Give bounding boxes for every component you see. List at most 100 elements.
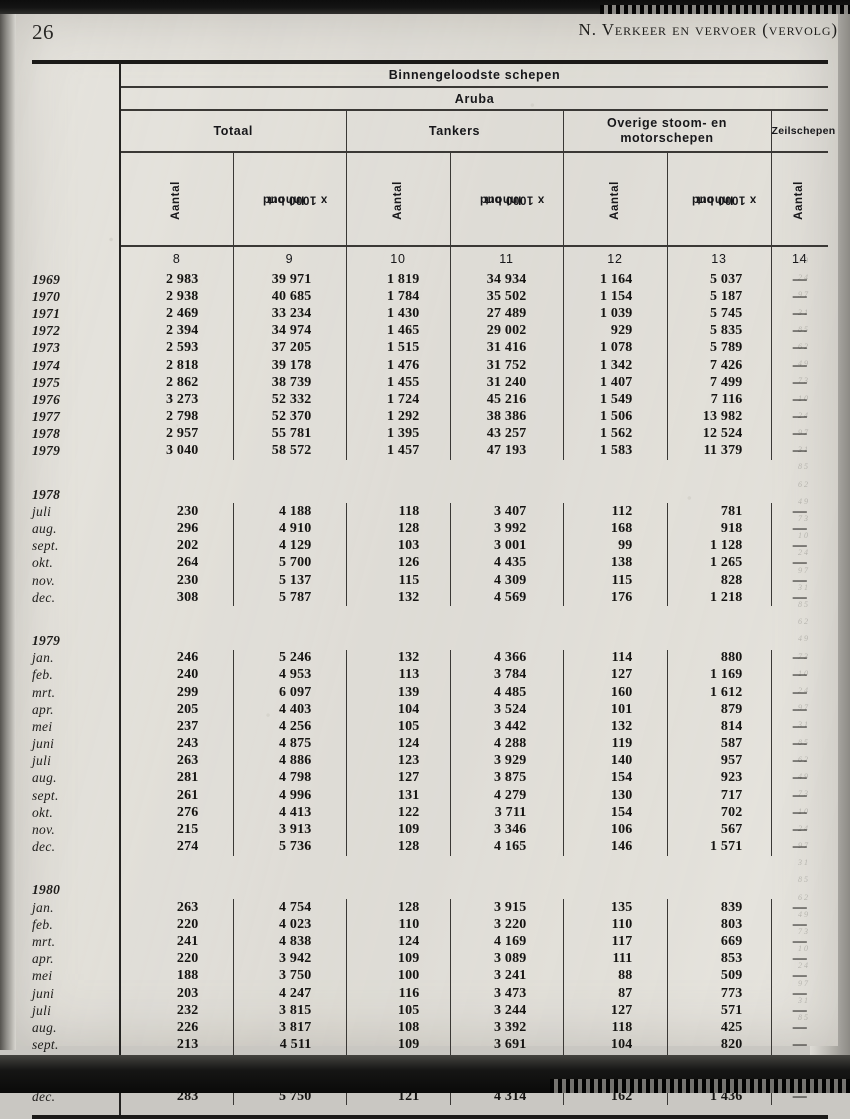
cell-col12: 1 562 — [562, 425, 667, 443]
cell-col12: 99 — [562, 537, 667, 555]
cell-col12: 87 — [562, 984, 667, 1003]
row-label: mrt. — [32, 933, 56, 949]
cell-col12: 88 — [562, 967, 667, 985]
row-label: juli — [32, 753, 52, 769]
cell-col8: 241 — [119, 933, 233, 951]
table-row: mei 188 3 750 100 3 241 88 509— — [32, 967, 829, 985]
cell-col14: — — [770, 804, 829, 822]
row-label: mei — [32, 968, 53, 984]
row-label: 1978 — [32, 426, 61, 442]
cell-col12: 929 — [562, 322, 667, 340]
row-label: mei — [32, 718, 53, 734]
rule-under-super — [118, 86, 829, 88]
subheader-col11-inhoud: Inhoud x 1000 brt — [449, 153, 563, 245]
cell-col9: 5 787 — [232, 589, 346, 607]
block-heading-row: 1978 — [32, 486, 829, 504]
table-row: okt. 276 4 413 122 3 711 154 702— — [32, 804, 829, 822]
cell-col8: 2 938 — [119, 288, 233, 306]
row-label: apr. — [32, 701, 54, 717]
table-bottom-rule — [32, 1115, 828, 1119]
table-row: mei 237 4 256 105 3 442 132 814— — [32, 718, 829, 736]
row-label: mrt. — [32, 684, 56, 700]
cell-col13: 12 524 — [666, 425, 771, 443]
stub-cell-region — [32, 88, 120, 109]
cell-col9: 52 332 — [232, 391, 346, 409]
cell-col11: 29 002 — [449, 322, 563, 340]
cell-col8: 308 — [119, 589, 233, 607]
cell-col11: 3 220 — [449, 916, 563, 934]
cell-col10: 103 — [345, 537, 450, 555]
block-heading-label: 1978 — [32, 486, 61, 502]
spacer-body — [118, 855, 829, 882]
scan-left-edge — [0, 10, 16, 1050]
cell-col11: 4 309 — [449, 572, 563, 590]
cell-col11: 47 193 — [449, 442, 563, 461]
table-head: Binnengeloodste schepen Aruba — [32, 64, 835, 271]
header-rule-row-4 — [32, 245, 829, 247]
cell-col12: 154 — [562, 769, 667, 788]
cell-col9: 4 023 — [232, 916, 346, 934]
cell-col13: 571 — [666, 1002, 771, 1020]
header-group-totaal: Totaal — [119, 111, 346, 151]
cell-col14: — — [770, 967, 829, 985]
cell-col13: 509 — [666, 967, 771, 985]
block-gap — [32, 855, 829, 882]
cell-col13: 814 — [666, 718, 771, 736]
row-label: 1973 — [32, 340, 61, 356]
table-row: sept. 261 4 996 131 4 279 130 717— — [32, 787, 829, 805]
cell-col11: 3 442 — [449, 718, 563, 736]
statistics-table: Binnengeloodste schepen Aruba — [32, 64, 835, 1116]
cell-col9: 4 910 — [232, 520, 346, 538]
header-rule-row-3 — [32, 151, 829, 153]
row-label: juli — [32, 1002, 52, 1018]
cell-col14: — — [770, 322, 829, 340]
cell-col14: — — [770, 520, 829, 538]
table-bottom-spacer — [32, 1105, 829, 1116]
cell-col12: 138 — [562, 554, 667, 572]
cell-col13: 918 — [666, 520, 771, 538]
cell-col11: 3 346 — [449, 821, 563, 839]
bottom-body — [118, 1105, 829, 1116]
cell-col8: 202 — [119, 537, 233, 555]
cell-col12: 1 039 — [562, 305, 667, 323]
cell-col10: 1 430 — [345, 305, 450, 323]
table-row: 1977 2 798 52 370 1 292 38 386 1 506 13 982— — [32, 408, 829, 426]
cell-col12: 114 — [562, 649, 667, 667]
cell-col14: — — [770, 288, 829, 306]
cell-col8: 246 — [119, 649, 233, 667]
cell-col12: 132 — [562, 718, 667, 736]
cell-col8: 2 798 — [119, 408, 233, 426]
cell-col10: 105 — [345, 718, 450, 736]
row-label: 1974 — [32, 357, 61, 373]
row-label: 1970 — [32, 288, 61, 304]
cell-col9: 4 413 — [232, 804, 346, 822]
cell-col11: 35 502 — [449, 288, 563, 306]
cell-col10: 1 819 — [345, 271, 450, 289]
cell-col10: 139 — [345, 683, 450, 702]
cell-col12: 1 583 — [562, 442, 667, 461]
table-row: 1979 3 040 58 572 1 457 47 193 1 583 11 379— — [32, 442, 829, 461]
header-row-subheaders: Aantal Inhoud x 1000 brt Aantal Inhoud — [32, 153, 829, 245]
cell-col14: — — [770, 1036, 829, 1054]
block-heading-label: 1979 — [32, 632, 61, 648]
table-row: juli 230 4 188 118 3 407 112 781— — [32, 503, 829, 521]
subheader-col8-label: Aantal — [170, 181, 183, 220]
cell-col12: 115 — [562, 572, 667, 590]
cell-col8: 2 593 — [119, 339, 233, 357]
cell-col12: 101 — [562, 701, 667, 719]
cell-col14: — — [770, 984, 829, 1003]
block-heading-row: 1979 — [32, 632, 829, 650]
cell-col8: 213 — [119, 1036, 233, 1054]
row-label: aug. — [32, 770, 57, 786]
table-row: jan. 263 4 754 128 3 915 135 839— — [32, 899, 829, 917]
cell-col10: 1 457 — [345, 442, 450, 461]
stub-cell-sub — [32, 153, 120, 245]
cell-col13: 7 426 — [666, 356, 771, 375]
table-row: apr. 205 4 403 104 3 524 101 879— — [32, 701, 829, 719]
header-group-overige-stoom-en-motorschepen: Overige stoom- en motorschepen — [562, 111, 771, 151]
cell-col8: 261 — [119, 787, 233, 805]
table-row: juni 203 4 247 116 3 473 87 773— — [32, 984, 829, 1003]
row-label: sept. — [32, 787, 59, 803]
cell-col8: 3 273 — [119, 391, 233, 409]
cell-col13: 1 128 — [666, 537, 771, 555]
